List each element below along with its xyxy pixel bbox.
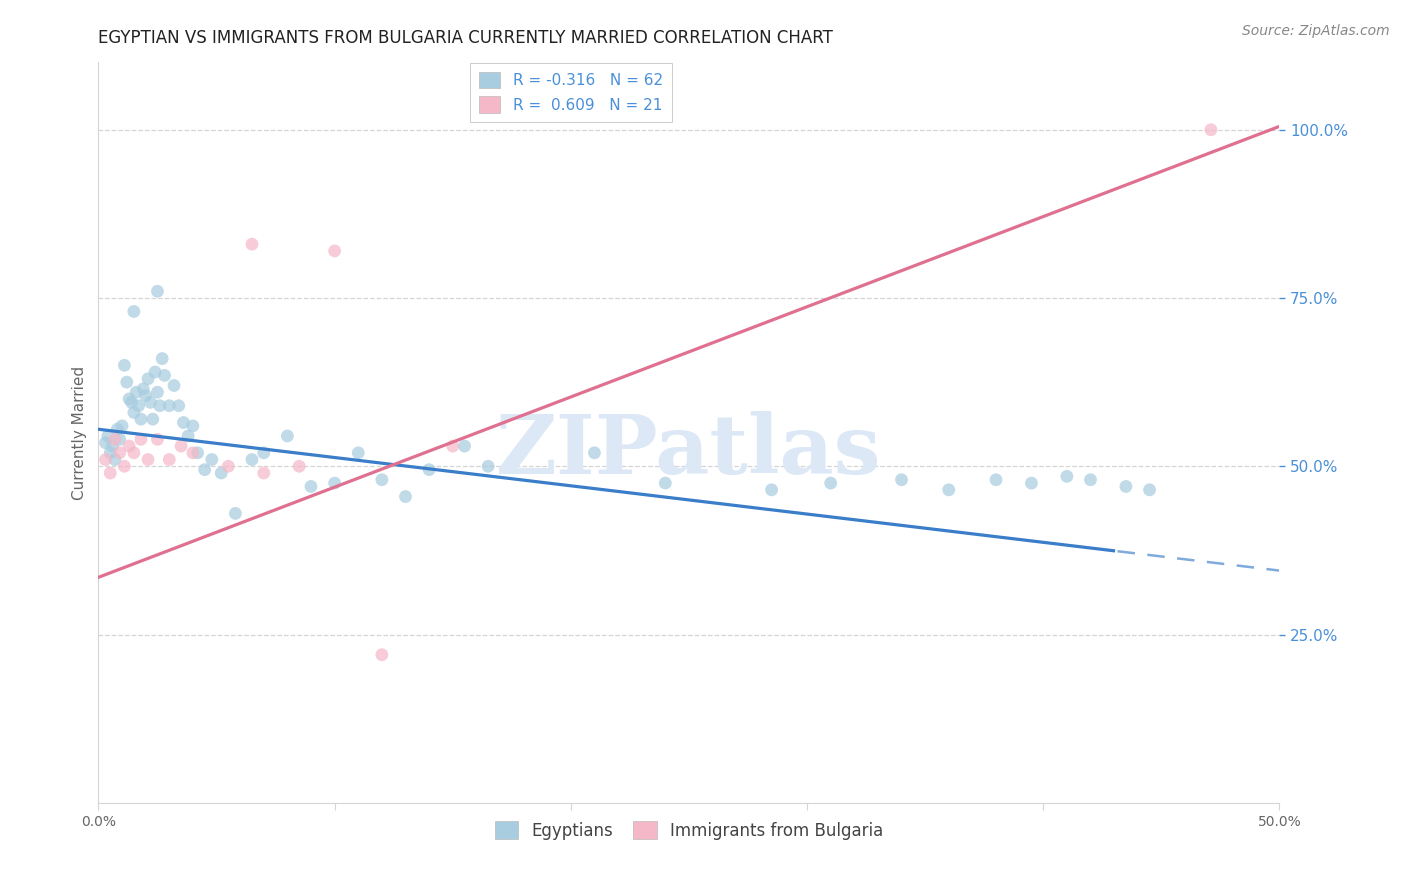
Point bbox=[276, 429, 298, 443]
Point bbox=[150, 351, 173, 366]
Point bbox=[477, 459, 499, 474]
Text: Source: ZipAtlas.com: Source: ZipAtlas.com bbox=[1241, 24, 1389, 38]
Point bbox=[240, 237, 263, 252]
Point bbox=[323, 476, 346, 491]
Point bbox=[132, 382, 155, 396]
Point bbox=[181, 446, 204, 460]
Point bbox=[108, 446, 131, 460]
Point bbox=[104, 433, 127, 447]
Legend: Egyptians, Immigrants from Bulgaria: Egyptians, Immigrants from Bulgaria bbox=[488, 814, 890, 847]
Point bbox=[149, 399, 172, 413]
Point bbox=[453, 439, 475, 453]
Point bbox=[122, 446, 145, 460]
Point bbox=[181, 418, 204, 433]
Point bbox=[1115, 479, 1137, 493]
Point bbox=[253, 466, 276, 480]
Point bbox=[122, 304, 145, 318]
Point bbox=[172, 416, 194, 430]
Point bbox=[112, 459, 135, 474]
Point bbox=[105, 422, 128, 436]
Point bbox=[104, 452, 127, 467]
Point bbox=[209, 466, 232, 480]
Point bbox=[170, 439, 193, 453]
Point bbox=[94, 452, 117, 467]
Point bbox=[97, 429, 120, 443]
Point bbox=[371, 473, 394, 487]
Y-axis label: Currently Married: Currently Married bbox=[72, 366, 87, 500]
Point bbox=[761, 483, 783, 497]
Point bbox=[240, 452, 263, 467]
Point bbox=[890, 473, 912, 487]
Point bbox=[118, 392, 141, 406]
Point bbox=[394, 490, 416, 504]
Text: ZIPatlas: ZIPatlas bbox=[496, 411, 882, 491]
Point bbox=[139, 395, 162, 409]
Point bbox=[143, 365, 166, 379]
Point bbox=[224, 507, 246, 521]
Point bbox=[194, 462, 217, 476]
Point bbox=[201, 452, 224, 467]
Point bbox=[129, 412, 152, 426]
Point bbox=[146, 433, 169, 447]
Point bbox=[142, 412, 165, 426]
Point bbox=[1021, 476, 1043, 491]
Point bbox=[153, 368, 176, 383]
Point bbox=[94, 435, 117, 450]
Point bbox=[129, 433, 152, 447]
Point bbox=[288, 459, 311, 474]
Point bbox=[187, 446, 209, 460]
Point bbox=[984, 473, 1007, 487]
Point bbox=[101, 439, 124, 453]
Point bbox=[157, 399, 180, 413]
Point bbox=[128, 399, 150, 413]
Point bbox=[253, 446, 276, 460]
Point bbox=[418, 462, 440, 476]
Point bbox=[441, 439, 464, 453]
Point bbox=[118, 439, 141, 453]
Point bbox=[146, 285, 169, 299]
Point bbox=[583, 446, 606, 460]
Point bbox=[157, 452, 180, 467]
Point bbox=[146, 385, 169, 400]
Point bbox=[177, 429, 200, 443]
Point bbox=[347, 446, 370, 460]
Point bbox=[1199, 122, 1222, 136]
Point bbox=[136, 372, 159, 386]
Point bbox=[167, 399, 190, 413]
Point bbox=[1056, 469, 1078, 483]
Point bbox=[1080, 473, 1102, 487]
Point bbox=[98, 466, 121, 480]
Point bbox=[112, 359, 135, 373]
Point bbox=[299, 479, 322, 493]
Point bbox=[820, 476, 842, 491]
Point bbox=[115, 375, 138, 389]
Point bbox=[371, 648, 394, 662]
Point bbox=[111, 418, 134, 433]
Point bbox=[217, 459, 239, 474]
Point bbox=[121, 395, 143, 409]
Text: EGYPTIAN VS IMMIGRANTS FROM BULGARIA CURRENTLY MARRIED CORRELATION CHART: EGYPTIAN VS IMMIGRANTS FROM BULGARIA CUR… bbox=[98, 29, 834, 47]
Point bbox=[163, 378, 186, 392]
Point bbox=[135, 389, 157, 403]
Point bbox=[122, 405, 145, 419]
Point bbox=[1139, 483, 1161, 497]
Point bbox=[98, 446, 121, 460]
Point bbox=[938, 483, 960, 497]
Point bbox=[108, 433, 131, 447]
Point bbox=[654, 476, 676, 491]
Point bbox=[136, 452, 159, 467]
Point bbox=[125, 385, 148, 400]
Point bbox=[323, 244, 346, 258]
